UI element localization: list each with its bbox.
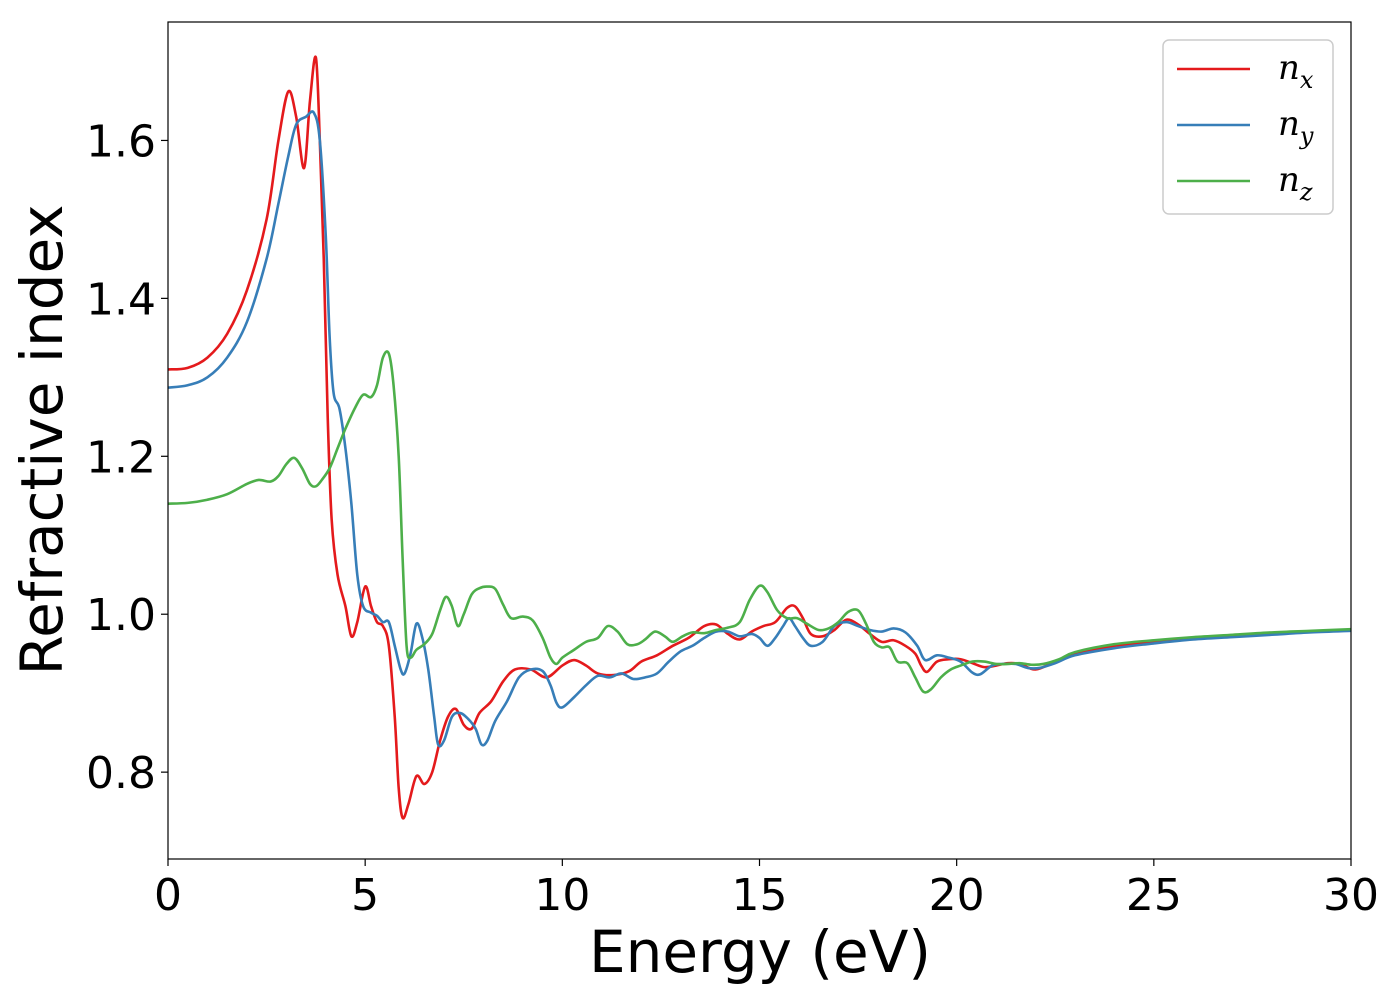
x-tick-label: 5 <box>351 870 379 921</box>
series-line-nz <box>167 350 1352 694</box>
x-tick-label: 10 <box>534 870 590 921</box>
legend: nx ny nz <box>1162 39 1334 215</box>
x-axis-ticks: 0 5 10 15 20 25 30 <box>154 859 1379 921</box>
legend-label-nx: nx <box>1278 48 1314 94</box>
series-line-ny <box>167 110 1352 748</box>
legend-label-nz: nz <box>1278 160 1313 206</box>
legend-label-ny: ny <box>1278 104 1314 150</box>
legend-box <box>1162 39 1334 215</box>
x-tick-label: 25 <box>1126 870 1182 921</box>
x-tick-label: 20 <box>929 870 985 921</box>
y-tick-label: 1.6 <box>86 116 156 167</box>
y-tick-label: 1.2 <box>86 432 156 483</box>
series-layer <box>167 55 1352 820</box>
y-tick-label: 0.8 <box>86 748 156 799</box>
y-axis-title: Refractive index <box>8 204 76 675</box>
y-tick-label: 1.4 <box>86 274 156 325</box>
x-tick-label: 30 <box>1323 870 1379 921</box>
y-axis-ticks: 0.8 1.0 1.2 1.4 1.6 <box>86 116 168 799</box>
x-tick-label: 15 <box>732 870 788 921</box>
y-tick-label: 1.0 <box>86 590 156 641</box>
x-axis-title: Energy (eV) <box>589 918 931 986</box>
x-tick-label: 0 <box>154 870 182 921</box>
